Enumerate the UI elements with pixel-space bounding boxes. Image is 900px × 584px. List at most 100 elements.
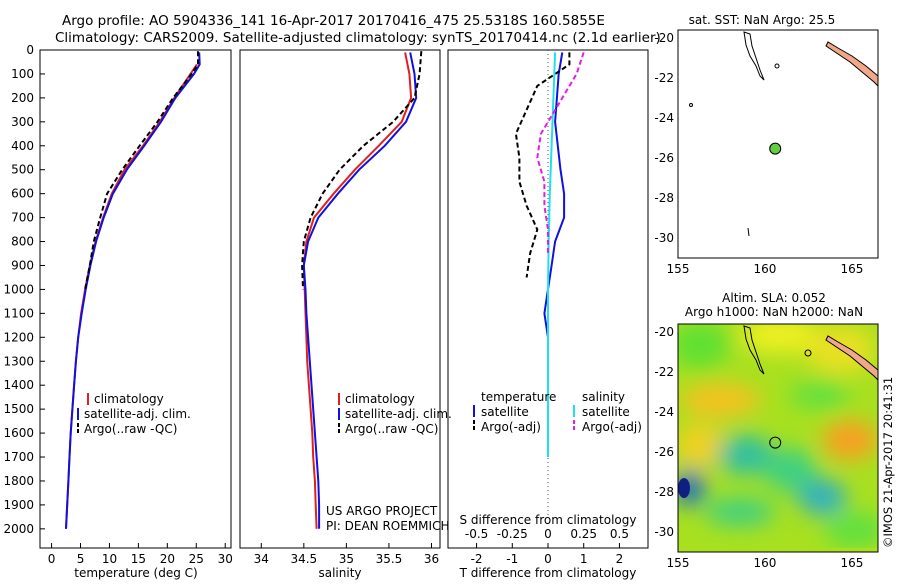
sla-blob	[717, 435, 773, 475]
depth-tick-label: 0	[26, 43, 34, 57]
s-diff-tick-label: -0.5	[465, 527, 488, 541]
s-diff-tick-label: 0	[544, 527, 552, 541]
depth-tick-label: 2000	[3, 522, 34, 536]
lon-tick-label: 165	[840, 556, 863, 570]
new-caledonia-outline	[743, 31, 765, 81]
figure-title-line2: Climatology: CARS2009. Satellite-adjuste…	[55, 30, 661, 46]
x-tick-label: 20	[160, 552, 175, 566]
sla-blob	[825, 512, 878, 548]
australia-coast-land	[825, 41, 879, 88]
depth-tick-label: 900	[11, 258, 34, 272]
lat-tick-label: -22	[654, 71, 674, 85]
sla-blob	[678, 324, 730, 369]
sst-map-land	[689, 31, 879, 237]
lat-tick-label: -22	[654, 365, 674, 379]
depth-tick-label: 700	[11, 211, 34, 225]
x-tick-label: 5	[77, 552, 85, 566]
legend-satellite: satellite-adj. clim.	[84, 407, 191, 421]
sla-low-core	[678, 478, 690, 498]
lat-tick-label: -28	[654, 191, 674, 205]
sla-blob	[798, 479, 846, 515]
sla-blob	[740, 324, 820, 353]
series-line-satellite	[65, 52, 201, 529]
series-line-argo	[301, 51, 423, 290]
depth-tick-label: 1800	[3, 474, 34, 488]
temperature-axis-label: temperature (deg C)	[74, 566, 197, 580]
reef-outline	[747, 227, 750, 237]
lat-tick-label: -30	[654, 525, 674, 539]
legend-argo: Argo(..raw -QC)	[345, 422, 438, 436]
argo-float-marker	[769, 436, 782, 449]
legend-temp-argo: Argo(-adj)	[481, 420, 541, 434]
series-line-argo	[84, 51, 199, 290]
salinity-legend: climatology satellite-adj. clim. Argo(..…	[326, 392, 452, 533]
legend-satellite: satellite-adj. clim.	[345, 407, 452, 421]
depth-tick-label: 600	[11, 187, 34, 201]
sla-blob	[790, 381, 850, 409]
s-difference-axis-label: S difference from climatology	[460, 513, 637, 527]
legend-temperature-heading: temperature	[481, 390, 556, 404]
depth-tick-label: 200	[11, 91, 34, 105]
salinity-panel	[239, 49, 441, 549]
depth-tick-label: 1400	[3, 378, 34, 392]
lat-tick-label: -26	[654, 445, 674, 459]
lon-tick-label: 155	[667, 262, 690, 276]
legend-climatology: climatology	[345, 392, 415, 406]
x-tick-label: 0	[544, 552, 552, 566]
lat-tick-label: -30	[654, 231, 674, 245]
series-line-sal-argo	[536, 52, 585, 254]
sla-heatmap	[678, 324, 878, 552]
credit-line1: US ARGO PROJECT	[326, 504, 438, 518]
depth-tick-label: 800	[11, 235, 34, 249]
lon-tick-label: 155	[667, 556, 690, 570]
s-diff-tick-label: 0.25	[570, 527, 597, 541]
x-tick-label: 25	[189, 552, 204, 566]
figure-title-line1: Argo profile: AO 5904336_141 16-Apr-2017…	[62, 13, 605, 29]
temperature-panel	[39, 49, 232, 549]
x-tick-label: 34	[254, 552, 269, 566]
depth-tick-label: 500	[11, 163, 34, 177]
x-tick-label: 2	[616, 552, 624, 566]
lon-tick-label: 160	[754, 556, 777, 570]
depth-tick-label: 1200	[3, 330, 34, 344]
legend-temp-satellite: satellite	[481, 405, 529, 419]
temperature-legend: climatology satellite-adj. clim. Argo(..…	[77, 392, 191, 436]
x-tick-label: 35	[339, 552, 354, 566]
depth-tick-label: 300	[11, 115, 34, 129]
lat-tick-label: -26	[654, 151, 674, 165]
new-caledonia-outline	[743, 325, 765, 375]
salinity-axis-label: salinity	[318, 566, 361, 580]
legend-climatology: climatology	[94, 392, 164, 406]
depth-tick-label: 1100	[3, 306, 34, 320]
x-tick-label: 10	[102, 552, 117, 566]
s-diff-tick-label: 0.5	[610, 527, 629, 541]
legend-argo: Argo(..raw -QC)	[84, 422, 177, 436]
x-tick-label: 34.5	[290, 552, 317, 566]
x-tick-label: -1	[506, 552, 518, 566]
island-outline	[689, 103, 693, 107]
sla-blob	[822, 420, 878, 460]
x-tick-label: 15	[131, 552, 146, 566]
sla-blob	[764, 448, 816, 492]
depth-tick-label: 100	[11, 67, 34, 81]
t-difference-axis-label: T difference from climatology	[459, 566, 637, 580]
depth-tick-label: 1500	[3, 402, 34, 416]
imos-timestamp: ©IMOS 21-Apr-2017 20:41:31	[881, 377, 895, 548]
x-tick-label: 35.5	[376, 552, 403, 566]
sla-blob	[678, 423, 725, 467]
sla-blob	[680, 384, 760, 416]
depth-tick-label: 1600	[3, 426, 34, 440]
sla-map-title-line1: Altim. SLA: 0.052	[722, 291, 826, 305]
legend-sal-argo: Argo(-adj)	[582, 420, 642, 434]
argo-float-marker	[769, 142, 782, 155]
series-line-climatology	[302, 52, 413, 529]
series-line-satellite	[302, 52, 418, 529]
sst-map-title: sat. SST: NaN Argo: 25.5	[689, 13, 836, 27]
lat-tick-label: -28	[654, 485, 674, 499]
sla-map-panel	[677, 323, 879, 553]
sla-blob	[705, 498, 775, 526]
lat-tick-label: -24	[654, 111, 674, 125]
depth-tick-label: 1000	[3, 282, 34, 296]
